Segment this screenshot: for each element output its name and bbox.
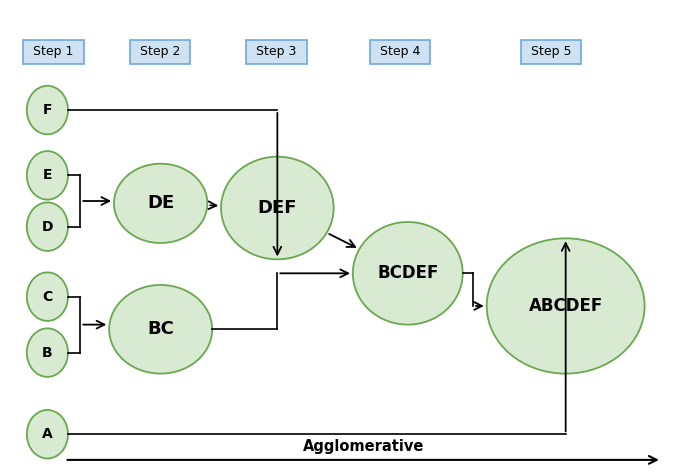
Ellipse shape	[109, 285, 212, 374]
Text: A: A	[42, 427, 53, 441]
Text: Agglomerative: Agglomerative	[302, 439, 424, 454]
Text: Step 4: Step 4	[380, 45, 421, 58]
FancyBboxPatch shape	[521, 40, 581, 64]
Text: E: E	[43, 169, 52, 182]
Text: DE: DE	[147, 194, 174, 212]
Ellipse shape	[27, 151, 68, 200]
Text: BC: BC	[147, 320, 174, 338]
Text: B: B	[42, 346, 53, 360]
Text: BCDEF: BCDEF	[377, 264, 439, 282]
Ellipse shape	[27, 410, 68, 458]
Ellipse shape	[114, 164, 208, 243]
Text: F: F	[43, 103, 52, 117]
Text: Step 1: Step 1	[33, 45, 74, 58]
FancyBboxPatch shape	[246, 40, 307, 64]
Ellipse shape	[27, 86, 68, 135]
Text: ABCDEF: ABCDEF	[529, 297, 603, 315]
Text: C: C	[42, 290, 53, 303]
FancyBboxPatch shape	[130, 40, 190, 64]
Ellipse shape	[486, 238, 645, 374]
Text: Step 2: Step 2	[140, 45, 180, 58]
Text: D: D	[42, 219, 53, 234]
Text: Step 3: Step 3	[257, 45, 297, 58]
Ellipse shape	[27, 202, 68, 251]
Ellipse shape	[353, 222, 463, 325]
FancyBboxPatch shape	[370, 40, 430, 64]
Ellipse shape	[27, 272, 68, 321]
Ellipse shape	[27, 329, 68, 377]
Text: Step 5: Step 5	[531, 45, 572, 58]
Ellipse shape	[221, 157, 334, 259]
FancyBboxPatch shape	[24, 40, 84, 64]
Text: DEF: DEF	[257, 199, 297, 217]
